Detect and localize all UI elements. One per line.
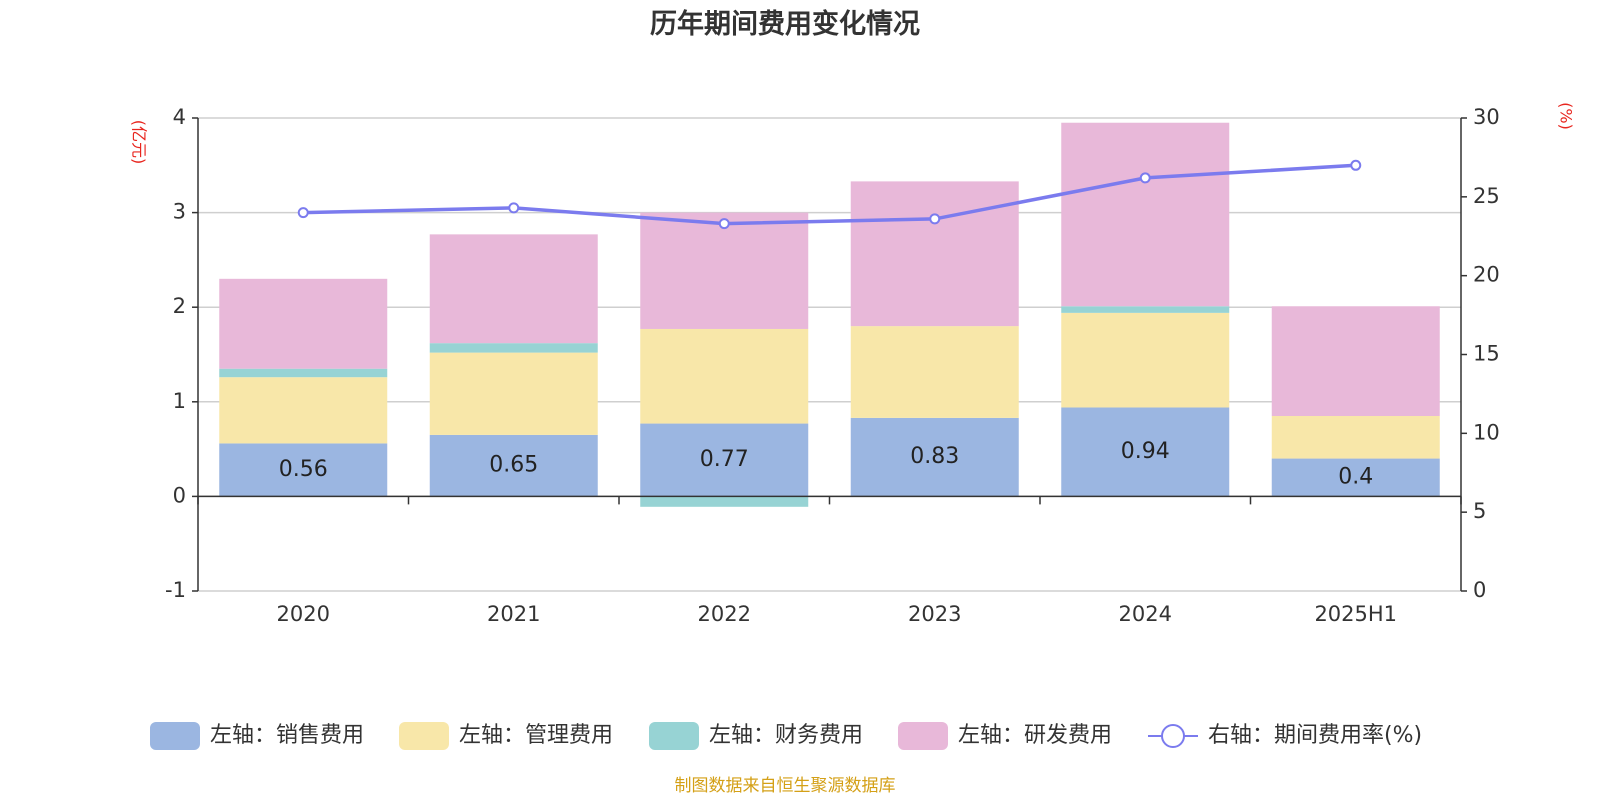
bar-segment (429, 343, 598, 353)
legend-swatch (649, 722, 699, 750)
bar-segment (640, 423, 809, 497)
bar-segment (219, 278, 388, 369)
x-tick-label: 2021 (487, 602, 540, 626)
bar-segment (219, 368, 388, 378)
right-tick-label: 5 (1473, 499, 1486, 523)
bar-segment (1271, 306, 1440, 416)
left-tick-label: 3 (173, 200, 186, 224)
legend: 左轴：销售费用 左轴：管理费用 左轴：财务费用 左轴：研发费用 右轴：期间费用率(%) (150, 722, 1422, 750)
x-tick-label: 2020 (277, 602, 330, 626)
legend-line-marker (1161, 724, 1185, 748)
x-tick-label: 2022 (698, 602, 751, 626)
legend-swatch (898, 722, 948, 750)
legend-swatch (399, 722, 449, 750)
bar-segment (640, 212, 809, 329)
x-tick-label: 2024 (1119, 602, 1172, 626)
legend-label: 左轴：管理费用 (459, 723, 613, 748)
left-tick-label: 2 (173, 294, 186, 318)
rate-point (297, 207, 309, 219)
bar-value-label: 0.77 (700, 447, 749, 472)
left-tick-label: 0 (173, 483, 186, 507)
bar-segment (219, 443, 388, 497)
bar-segment (1271, 415, 1440, 459)
bar-segment (1061, 122, 1230, 307)
legend-swatch (150, 722, 200, 750)
right-axis-unit: (%) (1557, 102, 1576, 130)
bar-segment (850, 181, 1019, 327)
bar-value-label: 0.83 (910, 444, 959, 469)
bar-value-label: 0.94 (1121, 439, 1170, 464)
chart-title: 历年期间费用变化情况 (650, 8, 920, 40)
bar-series (219, 122, 1440, 507)
data-labels: 0.56 0.65 0.77 0.83 0.94 0.4 (279, 439, 1373, 490)
bar-value-label: 0.65 (489, 453, 538, 478)
rate-line-series (297, 159, 1362, 230)
legend-label: 左轴：研发费用 (958, 723, 1112, 748)
rate-line (303, 163, 1356, 226)
bar-segment (640, 328, 809, 424)
legend-label: 右轴：期间费用率(%) (1208, 723, 1422, 748)
bar-segment (1061, 306, 1230, 313)
legend-label: 左轴：销售费用 (210, 723, 364, 748)
rate-point (929, 213, 941, 225)
bar-value-label: 0.4 (1338, 464, 1373, 489)
bar-segment (850, 326, 1019, 418)
right-tick-label: 20 (1473, 263, 1500, 287)
gridlines (198, 117, 1461, 592)
left-tick-label: 1 (173, 389, 186, 413)
bar-segment (640, 496, 809, 507)
legend-label: 左轴：财务费用 (709, 723, 863, 748)
bar-segment (1061, 312, 1230, 408)
right-tick-label: 30 (1473, 105, 1500, 129)
rate-point (1350, 159, 1362, 171)
bar-segment (429, 434, 598, 497)
left-tick-label: 4 (173, 105, 186, 129)
left-axis-unit: (亿元) (130, 120, 149, 165)
bar-segment (850, 417, 1019, 497)
bar-segment (429, 352, 598, 435)
right-tick-label: 25 (1473, 184, 1500, 208)
bar-segment (429, 234, 598, 344)
bar-segment (1271, 458, 1440, 497)
x-tick-label: 2025H1 (1314, 602, 1397, 626)
bar-segment (219, 377, 388, 444)
left-tick-label: -1 (165, 578, 186, 602)
rate-point (1139, 172, 1151, 184)
x-tick-label: 2023 (908, 602, 961, 626)
rate-point (718, 218, 730, 230)
right-tick-label: 15 (1473, 342, 1500, 366)
right-tick-label: 0 (1473, 578, 1486, 602)
bar-value-label: 0.56 (279, 457, 328, 482)
rate-point (508, 202, 520, 214)
source-note: 制图数据来自恒生聚源数据库 (675, 776, 896, 796)
right-tick-label: 10 (1473, 420, 1500, 444)
bar-segment (1061, 407, 1230, 497)
